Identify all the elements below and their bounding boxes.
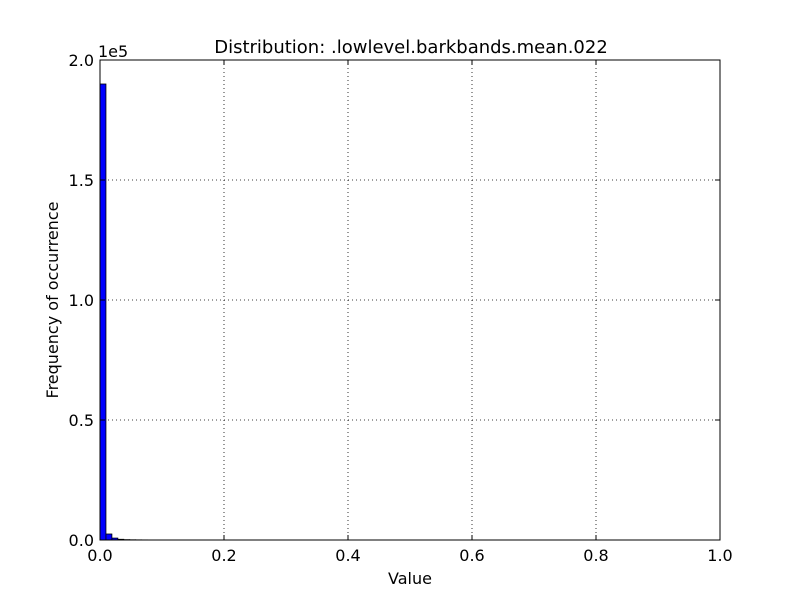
y-tick-label: 1.5 — [69, 171, 94, 190]
y-scale-label: 1e5 — [98, 42, 128, 61]
x-tick-label: 0.0 — [87, 546, 112, 565]
x-tick-label: 0.8 — [583, 546, 608, 565]
histogram-bar — [105, 533, 113, 541]
y-tick-label: 2.0 — [69, 51, 94, 70]
grid-lines — [100, 60, 720, 540]
x-tick-label: 0.6 — [459, 546, 484, 565]
x-tick-label: 1.0 — [707, 546, 732, 565]
y-axis-ticks: 0.0 0.5 1.0 1.5 2.0 — [69, 51, 720, 550]
histogram-bar — [99, 83, 107, 541]
x-axis-ticks: 0.0 0.2 0.4 0.6 0.8 1.0 — [87, 60, 733, 565]
plot-area: 0.0 0.2 0.4 0.6 0.8 1.0 0.0 0.5 1.0 1.5 2.0 — [69, 51, 733, 565]
x-tick-label: 0.2 — [211, 546, 236, 565]
chart-title: Distribution: .lowlevel.barkbands.mean.0… — [214, 37, 608, 58]
y-tick-label: 0.0 — [69, 531, 94, 550]
x-tick-label: 0.4 — [335, 546, 360, 565]
y-tick-label: 1.0 — [69, 291, 94, 310]
x-axis-label: Value — [388, 569, 432, 588]
y-axis-label: Frequency of occurrence — [43, 202, 62, 399]
y-tick-label: 0.5 — [69, 411, 94, 430]
